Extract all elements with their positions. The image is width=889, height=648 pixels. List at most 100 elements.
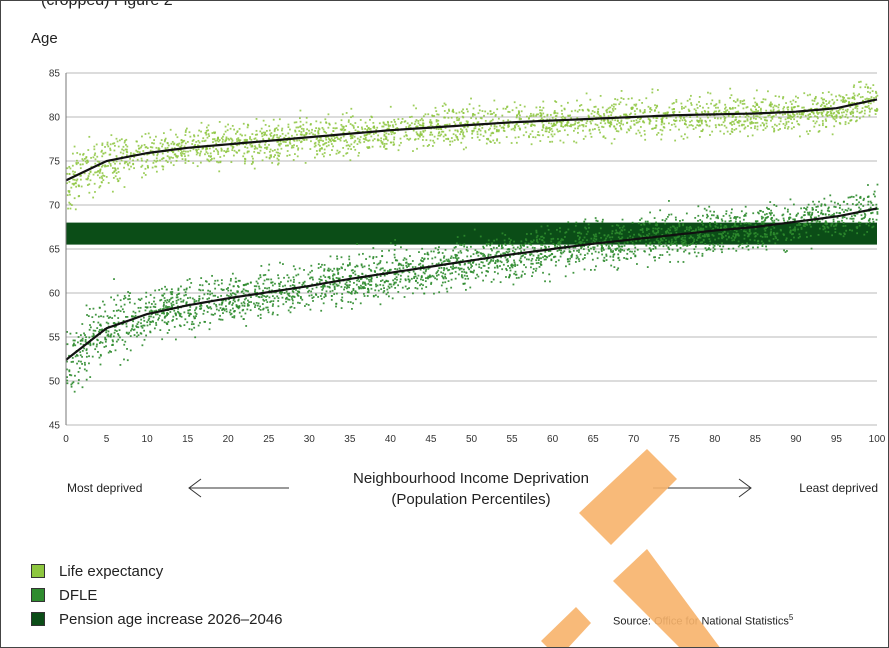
scatter-point — [736, 121, 739, 124]
scatter-point — [479, 117, 482, 119]
scatter-point — [745, 106, 748, 109]
scatter-point — [754, 125, 756, 128]
scatter-point — [92, 343, 95, 346]
scatter-point — [424, 129, 427, 132]
scatter-point — [783, 106, 786, 109]
scatter-point — [147, 166, 149, 169]
scatter-point — [379, 145, 382, 148]
scatter-point — [417, 134, 420, 137]
scatter-point — [517, 136, 520, 139]
scatter-point — [792, 115, 795, 118]
scatter-point — [544, 130, 547, 133]
scatter-point — [490, 124, 493, 127]
scatter-point — [385, 147, 388, 150]
scatter-point — [356, 130, 359, 133]
scatter-point — [393, 138, 396, 141]
scatter-point — [261, 159, 264, 162]
scatter-point — [318, 149, 321, 152]
scatter-point — [555, 122, 558, 124]
scatter-point — [186, 141, 189, 143]
scatter-point — [549, 129, 551, 131]
scatter-point — [223, 154, 226, 157]
scatter-point — [395, 276, 398, 279]
scatter-point — [478, 139, 481, 141]
scatter-point — [828, 100, 831, 103]
scatter-point — [744, 126, 747, 129]
scatter-point — [867, 102, 870, 104]
scatter-point — [845, 94, 848, 96]
scatter-point — [472, 129, 475, 132]
scatter-point — [841, 114, 844, 117]
scatter-point — [707, 91, 709, 94]
scatter-point — [574, 127, 577, 130]
scatter-point — [636, 117, 639, 120]
scatter-point — [83, 368, 86, 371]
scatter-point — [125, 161, 128, 163]
scatter-point — [493, 271, 496, 273]
scatter-point — [492, 278, 495, 281]
scatter-point — [112, 167, 114, 169]
scatter-point — [154, 313, 157, 316]
scatter-point — [690, 104, 693, 106]
scatter-point — [195, 313, 198, 315]
scatter-point — [709, 248, 712, 251]
scatter-point — [790, 115, 793, 118]
scatter-point — [344, 128, 347, 131]
scatter-point — [696, 119, 699, 122]
scatter-point — [345, 144, 348, 147]
scatter-point — [536, 234, 539, 237]
scatter-point — [858, 111, 861, 114]
scatter-point — [295, 126, 298, 129]
scatter-point — [397, 273, 400, 276]
scatter-point — [314, 156, 316, 159]
scatter-point — [841, 111, 843, 114]
scatter-point — [282, 140, 285, 143]
scatter-point — [199, 161, 202, 164]
scatter-point — [515, 106, 518, 109]
scatter-point — [746, 119, 749, 122]
scatter-point — [388, 287, 391, 289]
scatter-point — [192, 139, 195, 141]
scatter-point — [601, 220, 604, 223]
scatter-point — [607, 115, 610, 118]
scatter-point — [207, 129, 210, 132]
scatter-point — [331, 270, 334, 272]
scatter-point — [698, 101, 700, 103]
scatter-point — [803, 211, 806, 213]
scatter-point — [594, 233, 597, 236]
scatter-point — [655, 106, 658, 109]
scatter-point — [394, 244, 397, 246]
scatter-point — [807, 133, 810, 135]
scatter-point — [387, 285, 390, 288]
scatter-point — [366, 128, 369, 131]
scatter-point — [656, 89, 659, 91]
scatter-point — [127, 298, 130, 301]
scatter-point — [462, 148, 465, 151]
scatter-point — [577, 131, 579, 134]
scatter-point — [527, 258, 530, 261]
scatter-point — [381, 267, 384, 270]
scatter-point — [683, 107, 685, 109]
scatter-point — [862, 100, 864, 102]
scatter-point — [683, 123, 686, 125]
scatter-point — [317, 129, 320, 132]
scatter-point — [422, 135, 425, 138]
scatter-point — [424, 113, 427, 116]
scatter-point — [705, 123, 708, 126]
scatter-point — [829, 110, 832, 113]
scatter-point — [692, 128, 695, 130]
scatter-point — [99, 168, 102, 171]
scatter-point — [200, 150, 202, 153]
scatter-point — [564, 124, 567, 126]
scatter-point — [264, 123, 267, 126]
scatter-point — [545, 246, 547, 249]
scatter-point — [358, 140, 361, 143]
scatter-point — [738, 124, 741, 127]
scatter-point — [543, 258, 546, 261]
scatter-point — [293, 144, 295, 147]
scatter-point — [325, 138, 328, 141]
scatter-point — [668, 106, 671, 109]
scatter-point — [308, 129, 310, 132]
scatter-point — [144, 146, 147, 149]
scatter-point — [750, 109, 753, 112]
